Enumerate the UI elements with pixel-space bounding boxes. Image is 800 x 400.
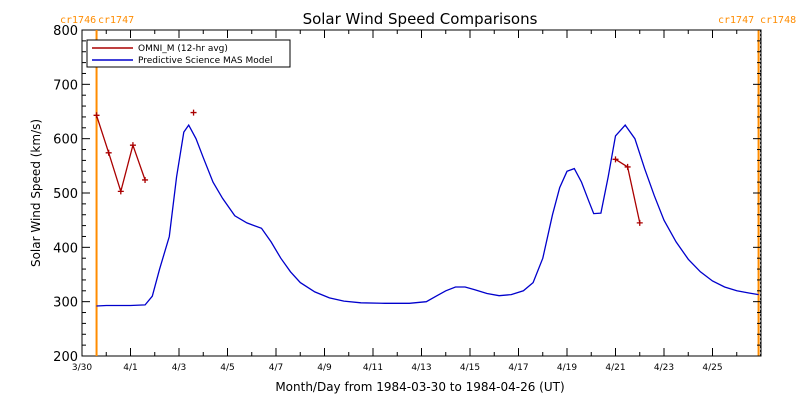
legend-label-mas: Predictive Science MAS Model <box>138 56 273 66</box>
y-axis-label: Solar Wind Speed (km/s) <box>29 119 43 267</box>
plot-frame <box>81 29 762 357</box>
x-tick-label-5: 4/9 <box>317 363 332 373</box>
y-tick-label-300: 300 <box>53 296 78 311</box>
x-tick-label-12: 4/23 <box>654 363 674 373</box>
plot-layer <box>93 30 762 356</box>
x-tick-label-10: 4/19 <box>557 363 577 373</box>
x-tick-label-8: 4/15 <box>460 363 480 373</box>
data-point-omni-0-2 <box>117 188 124 195</box>
y-tick-label-700: 700 <box>53 78 78 93</box>
x-tick-label-1: 4/1 <box>123 363 137 373</box>
data-point-omni-2-2 <box>636 219 643 226</box>
legend-label-omni: OMNI_M (12-hr avg) <box>138 44 228 54</box>
x-tick-label-11: 4/21 <box>605 363 625 373</box>
x-tick-label-4: 4/7 <box>269 363 283 373</box>
rotation-label-left: cr1746 <box>60 15 96 26</box>
y-tick-label-400: 400 <box>53 241 78 256</box>
x-tick-label-9: 4/17 <box>508 363 528 373</box>
chart-title: Solar Wind Speed Comparisons <box>303 10 538 28</box>
x-axis-label: Month/Day from 1984-03-30 to 1984-04-26 … <box>275 380 564 394</box>
data-point-omni-2-1 <box>624 163 631 170</box>
legend: OMNI_M (12-hr avg) Predictive Science MA… <box>86 39 291 68</box>
data-point-omni-0-4 <box>142 176 149 183</box>
x-tick-label-2: 4/3 <box>172 363 186 373</box>
rotation-label-left-2: cr1747 <box>98 15 134 26</box>
series-line-mas-model <box>96 123 759 307</box>
x-tick-label-13: 4/25 <box>702 363 722 373</box>
axes-layer: 200 300 400 500 600 700 800 3/30 4/1 4/3 4/5 4/7 4/9… <box>53 24 761 373</box>
x-tick-label-7: 4/13 <box>411 363 431 373</box>
x-tick-label-6: 4/11 <box>363 363 383 373</box>
data-point-omni-1-0 <box>190 109 197 116</box>
data-point-omni-0-3 <box>129 142 136 149</box>
x-tick-label-0: 3/30 <box>72 363 92 373</box>
rotation-label-right-2: cr1748 <box>760 15 796 26</box>
y-tick-label-500: 500 <box>53 187 78 202</box>
legend-box <box>86 39 291 68</box>
x-tick-label-3: 4/5 <box>220 363 234 373</box>
y-tick-label-800: 800 <box>53 24 78 39</box>
y-tick-label-200: 200 <box>53 350 78 365</box>
y-tick-label-600: 600 <box>53 133 78 148</box>
data-point-omni-2-0 <box>612 156 619 163</box>
data-point-omni-0-0 <box>93 112 100 119</box>
rotation-label-right: cr1747 <box>718 15 754 26</box>
data-point-omni-0-1 <box>105 149 112 156</box>
series-line-omni-segment-0 <box>95 115 146 194</box>
